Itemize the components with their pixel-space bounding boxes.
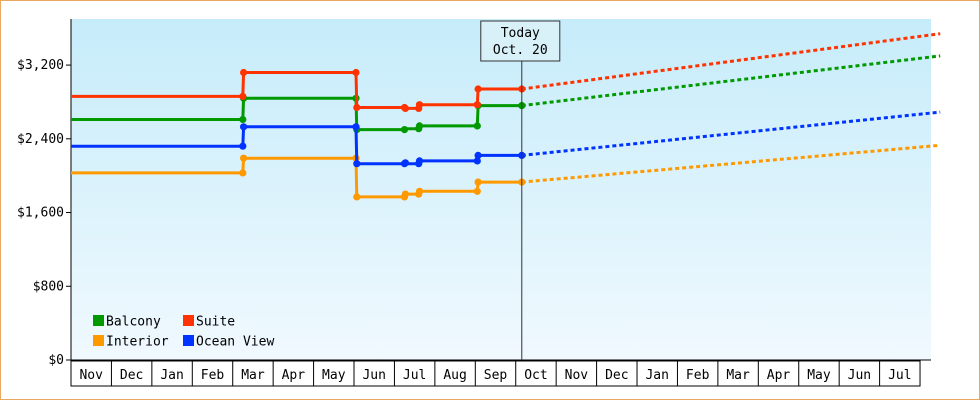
x-tick-label: Dec — [120, 368, 143, 383]
data-point — [401, 104, 409, 112]
projection-line — [521, 32, 941, 91]
legend-item-suite: Suite — [183, 315, 235, 330]
y-tick-label: $3,200 — [17, 58, 64, 73]
projection-line — [521, 110, 941, 157]
data-point — [473, 187, 481, 195]
y-axis: $3,200 $2,400 $1,600 $800 $0 — [17, 19, 72, 368]
data-point — [415, 157, 424, 165]
month-strip — [70, 360, 921, 387]
data-point — [474, 151, 482, 159]
x-axis: Nov Dec Jan Feb Mar Apr May Jun Jul Aug Sep Oct Nov D… — [70, 359, 931, 387]
data-point — [239, 142, 247, 150]
data-point — [240, 123, 248, 131]
data-point — [240, 68, 248, 77]
x-tick-label: May — [807, 368, 831, 383]
x-tick-label: Mar — [726, 368, 750, 383]
legend-label: Interior — [106, 335, 169, 350]
x-tick-label: Jun — [362, 368, 385, 383]
data-point — [352, 68, 360, 77]
x-tick-label: Dec — [605, 368, 628, 383]
legend-swatch — [183, 315, 194, 326]
legend-item-interior: Interior — [93, 335, 169, 350]
series-suite — [71, 32, 941, 112]
data-point — [353, 160, 361, 168]
data-point — [239, 169, 247, 177]
x-tick-label: Jan — [645, 368, 668, 383]
data-point — [400, 126, 409, 134]
data-point — [473, 101, 481, 109]
y-tick-label: $800 — [33, 279, 64, 294]
legend-item-balcony: Balcony — [93, 315, 161, 330]
x-tick-label: Nov — [79, 368, 103, 383]
x-tick-label: Oct — [524, 368, 547, 383]
series-layer — [71, 32, 941, 201]
data-point — [415, 187, 424, 195]
x-tick-label: Apr — [282, 368, 306, 383]
data-point — [474, 178, 482, 186]
data-point — [352, 123, 360, 131]
legend-item-ocean-view: Ocean View — [183, 335, 274, 350]
legend-label: Balcony — [106, 315, 161, 330]
data-point — [401, 159, 409, 167]
data-point — [353, 193, 361, 201]
legend-swatch — [183, 335, 194, 346]
series-interior — [71, 143, 941, 201]
data-point — [474, 85, 482, 93]
data-point — [353, 103, 361, 112]
legend: Balcony Suite Interior Ocean View — [93, 315, 274, 350]
data-point — [415, 101, 424, 109]
y-tick-label: $2,400 — [17, 132, 64, 147]
x-tick-label: Jan — [160, 368, 183, 383]
today-label: Today — [501, 26, 540, 41]
x-tick-label: Feb — [686, 368, 710, 383]
legend-label: Suite — [196, 315, 235, 330]
x-tick-label: Jul — [888, 368, 911, 383]
data-point — [239, 92, 247, 100]
data-point — [473, 122, 481, 130]
x-tick-label: Nov — [565, 368, 589, 383]
data-point — [473, 157, 481, 165]
today-marker: Today Oct. 20 — [480, 20, 561, 360]
data-point — [415, 122, 424, 130]
legend-swatch — [93, 335, 104, 346]
x-tick-label: Sep — [484, 368, 508, 383]
data-point — [240, 154, 248, 162]
x-tick-label: Apr — [767, 368, 791, 383]
legend-label: Ocean View — [196, 335, 274, 350]
legend-swatch — [93, 315, 104, 326]
x-tick-label: Aug — [443, 368, 466, 383]
data-point — [239, 115, 247, 124]
y-tick-label: $1,600 — [17, 206, 64, 221]
x-tick-label: Mar — [241, 368, 265, 383]
plot-background — [71, 19, 931, 360]
x-tick-label: Jun — [848, 368, 871, 383]
data-point — [401, 190, 409, 198]
x-tick-label: Feb — [201, 368, 225, 383]
projection-line — [521, 54, 941, 108]
x-tick-label: May — [322, 368, 346, 383]
y-tick-label: $0 — [48, 353, 64, 368]
today-callout-box — [480, 20, 561, 62]
today-date: Oct. 20 — [493, 43, 548, 58]
x-tick-label: Jul — [403, 368, 426, 383]
projection-line — [521, 143, 941, 184]
